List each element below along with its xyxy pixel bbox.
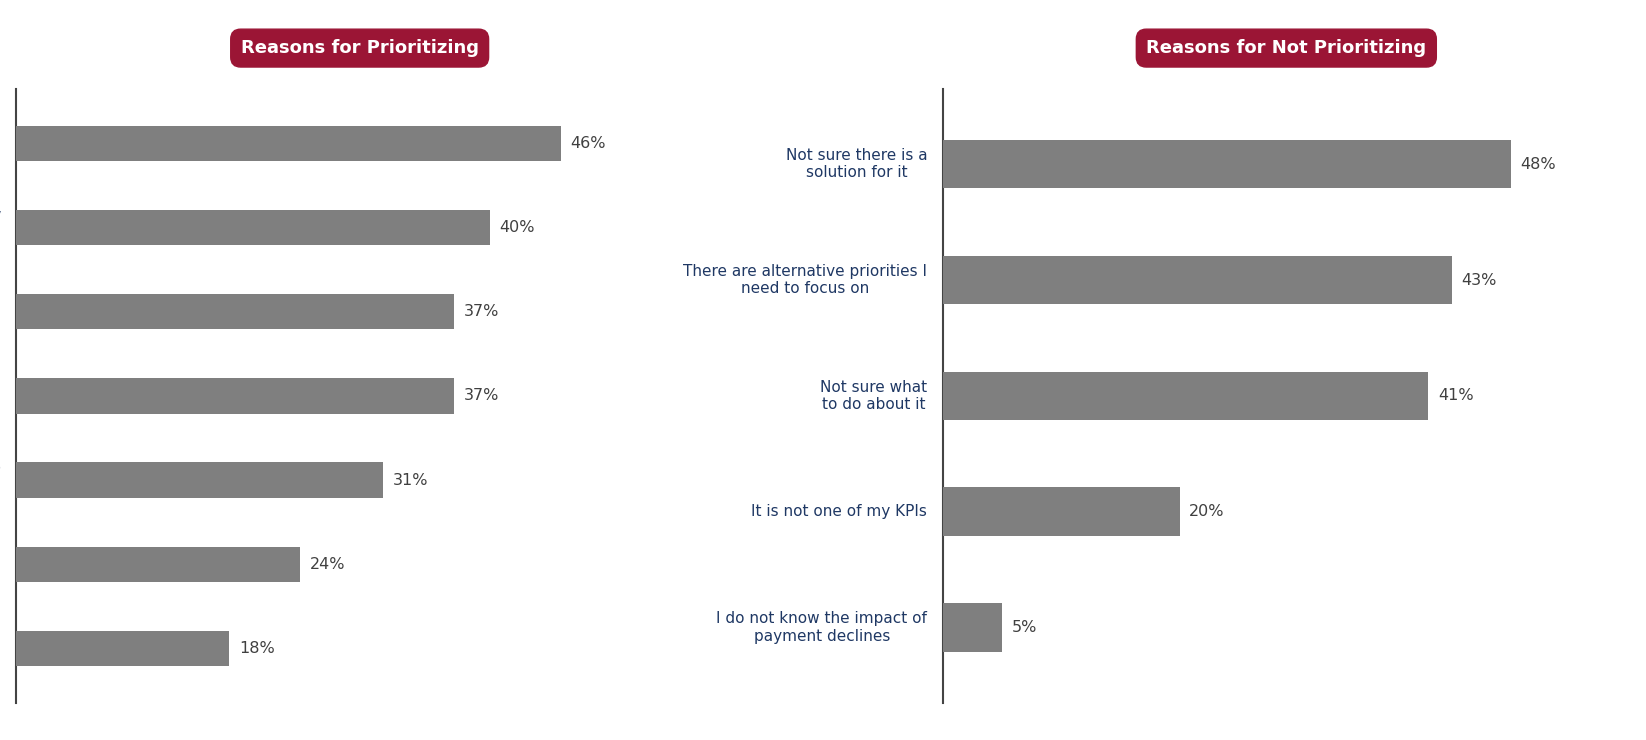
Bar [943,488,1180,536]
Bar [943,256,1452,304]
Bar [16,547,301,582]
Bar [16,210,491,245]
Text: 24%: 24% [309,556,346,572]
Bar [16,630,229,666]
Text: 40%: 40% [499,220,535,235]
Bar [16,462,384,498]
Bar [16,378,454,414]
Text: 18%: 18% [239,641,275,656]
Bar [943,371,1429,420]
Bar [943,603,1002,652]
Text: 31%: 31% [393,473,428,488]
Text: 43%: 43% [1462,272,1496,288]
Text: 46%: 46% [570,136,606,151]
Text: Reasons for Prioritizing: Reasons for Prioritizing [240,39,479,57]
Text: 37%: 37% [464,388,499,403]
Text: 5%: 5% [1012,620,1037,635]
Bar [16,126,561,161]
Text: 37%: 37% [464,304,499,319]
Bar [16,294,454,329]
Text: 41%: 41% [1439,388,1473,403]
Bar [943,140,1511,189]
Text: 20%: 20% [1190,504,1225,519]
Text: Reasons for Not Prioritizing: Reasons for Not Prioritizing [1146,39,1427,57]
Text: 48%: 48% [1521,157,1555,172]
